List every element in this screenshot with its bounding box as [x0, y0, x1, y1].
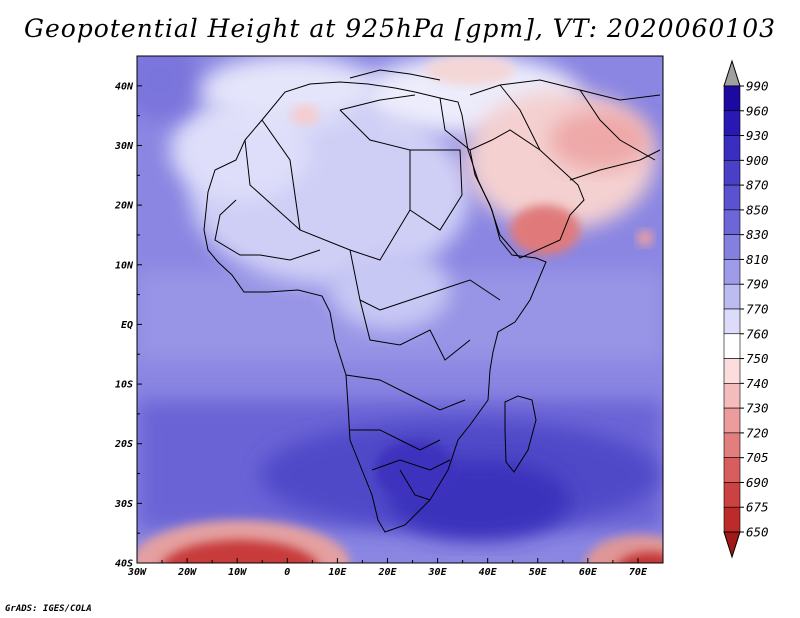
plot-frame	[136, 55, 664, 564]
colorbar-swatch	[723, 160, 741, 186]
map-title: Geopotential Height at 925hPa [gpm], VT:…	[23, 14, 777, 43]
colorbar-swatch	[723, 358, 741, 384]
colorbar-swatch	[723, 333, 741, 359]
colorbar-top-arrow	[723, 59, 741, 87]
colorbar-swatch	[723, 259, 741, 285]
lon-label: 30W	[127, 567, 147, 578]
colorbar-bottom-arrow	[723, 531, 741, 559]
lon-label: 0	[284, 567, 290, 578]
lon-label: 10W	[228, 567, 247, 578]
colorbar-label: 870	[746, 178, 769, 193]
lat-label: 10N	[115, 260, 134, 271]
colorbar-label: 675	[746, 500, 769, 515]
height-field	[137, 56, 663, 563]
colorbar-swatch	[723, 383, 741, 409]
colorbar-swatch	[723, 432, 741, 458]
colorbar-swatch	[723, 184, 741, 211]
colorbar-label: 770	[746, 302, 769, 317]
colorbar-label: 760	[746, 326, 769, 341]
lat-label: 20N	[114, 201, 134, 212]
colorbar-swatch	[723, 308, 741, 335]
lon-label: 40E	[479, 567, 498, 578]
lon-label: 30E	[428, 567, 448, 578]
lon-label: 20E	[377, 567, 397, 578]
latitude-axis: 40N 30N 20N 10N EQ 10S 20S 30S 40S	[114, 55, 142, 570]
lon-label: 50E	[529, 567, 548, 578]
lat-label: EQ	[121, 320, 133, 331]
colorbar-label: 750	[746, 351, 769, 366]
colorbar-swatch	[723, 283, 741, 310]
colorbar: 990 960 930 900 870 850 830 810 790 770 760 750 740 7…	[723, 59, 769, 559]
lat-label: 30N	[114, 141, 134, 152]
colorbar-label: 850	[746, 202, 769, 217]
colorbar-label: 990	[746, 79, 769, 94]
colorbar-swatch	[723, 135, 741, 161]
coastlines	[203, 69, 661, 533]
lon-label: 70E	[629, 567, 648, 578]
colorbar-swatch	[723, 506, 741, 533]
lat-label: 40N	[115, 81, 134, 92]
colorbar-label: 930	[746, 128, 769, 143]
colorbar-swatch	[723, 482, 741, 508]
lat-label: 40S	[115, 559, 133, 570]
colorbar-label: 790	[746, 277, 769, 292]
colorbar-swatch	[723, 209, 741, 235]
colorbar-swatch	[723, 85, 741, 112]
colorbar-label: 830	[746, 227, 769, 242]
colorbar-label: 705	[746, 450, 769, 465]
colorbar-label: 730	[746, 401, 769, 416]
longitude-axis: 30W 20W 10W 0 10E 20E 30E 40E 50E 60E 70E	[127, 558, 664, 578]
lat-label: 30S	[114, 499, 133, 510]
lon-label: 10E	[328, 567, 347, 578]
colorbar-label: 720	[746, 425, 769, 440]
colorbar-label: 690	[746, 475, 769, 490]
colorbar-label: 960	[746, 103, 769, 118]
colorbar-swatch	[723, 457, 741, 483]
lon-label: 60E	[579, 567, 598, 578]
colorbar-label: 810	[746, 252, 769, 267]
colorbar-swatch	[723, 407, 741, 434]
colorbar-label: 900	[746, 153, 769, 168]
colorbar-swatch	[723, 110, 741, 136]
colorbar-swatch	[723, 234, 741, 260]
lat-label: 10S	[115, 380, 133, 391]
colorbar-label: 650	[746, 525, 769, 540]
colorbar-label: 740	[746, 376, 769, 391]
credit-label: GrADS: IGES/COLA	[5, 604, 92, 614]
lon-label: 20W	[177, 567, 197, 578]
lat-label: 20S	[114, 439, 133, 450]
